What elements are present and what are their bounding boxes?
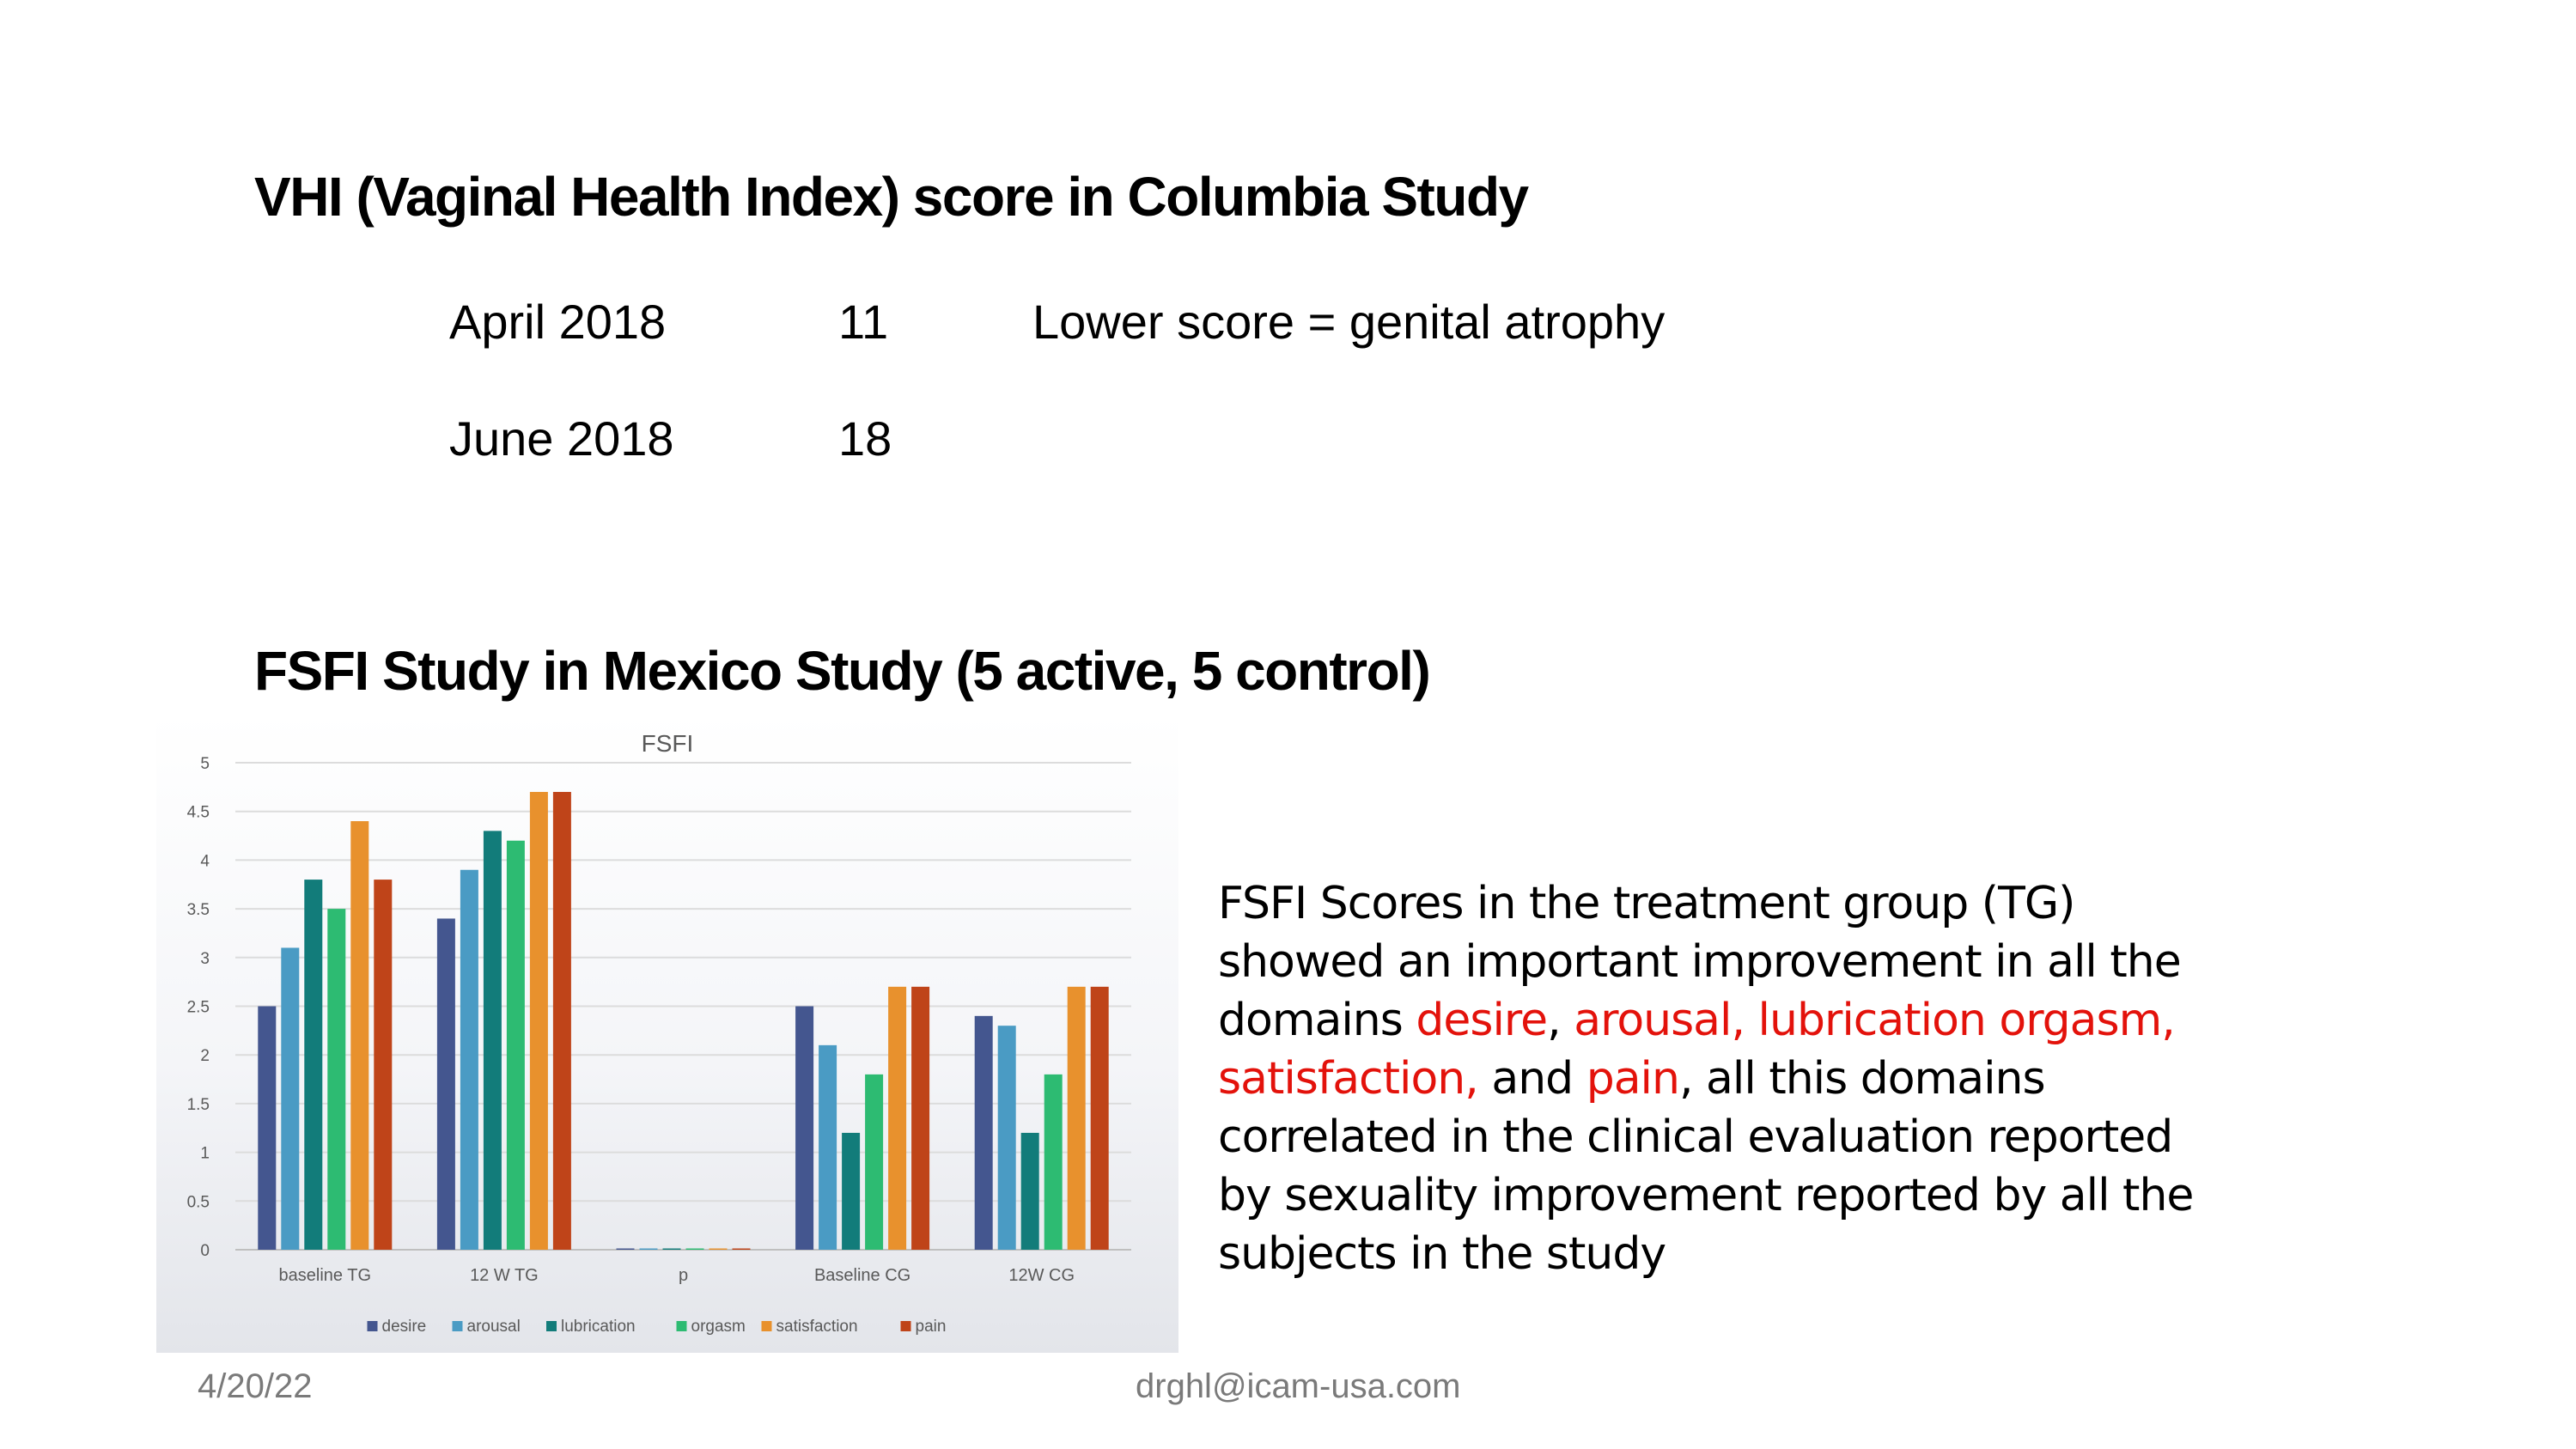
highlight-desire: desire (1416, 995, 1548, 1046)
bar-lubrication (304, 880, 323, 1250)
bar-desire (974, 1015, 993, 1250)
x-tick-label: p (679, 1266, 688, 1285)
legend-swatch-lubrication (546, 1321, 557, 1331)
bar-lubrication (483, 831, 502, 1250)
bar-desire (258, 1006, 277, 1250)
legend-label-lubrication: lubrication (561, 1318, 636, 1336)
y-tick-label: 5 (200, 755, 210, 773)
vhi-date-april: April 2018 (449, 295, 667, 349)
highlight-pain: pain (1586, 1053, 1680, 1105)
bar-desire (436, 918, 455, 1250)
vhi-score-april: 11 (838, 295, 889, 349)
legend-label-arousal: arousal (467, 1318, 521, 1336)
bar-lubrication (842, 1132, 861, 1250)
bar-arousal (639, 1248, 658, 1250)
x-tick-label: 12 W TG (470, 1266, 539, 1285)
bar-satisfaction (1067, 986, 1086, 1250)
legend-label-satisfaction: satisfaction (776, 1318, 858, 1336)
footer-date: 4/20/22 (198, 1367, 313, 1405)
bar-pain (732, 1248, 751, 1250)
description-text: , all this domains correlated in the cli… (1218, 1053, 2194, 1280)
bar-satisfaction (888, 986, 907, 1250)
description-text: , (1547, 995, 1574, 1046)
bar-orgasm (327, 909, 346, 1250)
bar-arousal (281, 947, 300, 1250)
x-tick-label: baseline TG (279, 1266, 371, 1285)
bar-pain (911, 986, 930, 1250)
y-tick-label: 2 (200, 1047, 210, 1065)
vhi-title: VHI (Vaginal Health Index) score in Colu… (254, 166, 1529, 228)
chart-title: FSFI (642, 730, 694, 757)
bar-arousal (819, 1044, 837, 1250)
y-tick-label: 1 (200, 1145, 210, 1163)
bar-pain (552, 792, 571, 1250)
fsfi-chart-svg: 0 0.5 1 1.5 2 2.5 3 3.5 4 4.5 5 baseline TG 12 W TG… (187, 730, 1131, 1336)
y-tick-label: 4 (200, 852, 210, 870)
bar-orgasm (1044, 1074, 1063, 1250)
fsfi-chart: 0 0.5 1 1.5 2 2.5 3 3.5 4 4.5 5 baseline TG 12 W TG… (156, 713, 1178, 1353)
vhi-note: Lower score = genital atrophy (1032, 295, 1666, 349)
legend-swatch-pain (900, 1321, 911, 1331)
bar-pain (374, 880, 393, 1250)
legend-label-orgasm: orgasm (691, 1318, 746, 1336)
legend-label-pain: pain (916, 1318, 947, 1336)
y-tick-label: 3 (200, 950, 210, 968)
bar-orgasm (865, 1074, 884, 1250)
y-tick-label: 2.5 (187, 999, 210, 1017)
bar-pain (1090, 986, 1109, 1250)
bar-orgasm (506, 840, 525, 1250)
x-tick-label: 12W CG (1008, 1266, 1075, 1285)
legend-swatch-satisfaction (761, 1321, 772, 1331)
bar-arousal (997, 1026, 1016, 1250)
bar-lubrication (1020, 1132, 1039, 1250)
bar-desire (795, 1006, 814, 1250)
y-tick-label: 3.5 (187, 901, 210, 919)
description-text: and (1477, 1053, 1586, 1105)
bar-satisfaction (529, 792, 548, 1250)
vhi-date-june: June 2018 (449, 411, 674, 466)
bar-satisfaction (709, 1248, 728, 1250)
vhi-score-june: 18 (838, 411, 892, 466)
y-tick-label: 1.5 (187, 1096, 210, 1114)
fsfi-title: FSFI Study in Mexico Study (5 active, 5 … (254, 640, 1431, 702)
fsfi-description: FSFI Scores in the treatment group (TG) … (1218, 874, 2223, 1283)
x-tick-label: Baseline CG (814, 1266, 910, 1285)
bar-desire (616, 1248, 635, 1250)
legend-swatch-desire (367, 1321, 378, 1331)
legend-swatch-arousal (452, 1321, 463, 1331)
footer-email: drghl@icam-usa.com (1136, 1367, 1461, 1405)
y-tick-label: 0 (200, 1242, 210, 1260)
legend-label-desire: desire (382, 1318, 427, 1336)
bar-lubrication (662, 1248, 681, 1250)
bar-satisfaction (350, 821, 369, 1250)
description-text: FSFI Scores in the treatment group (TG) … (1218, 878, 2182, 1046)
legend-swatch-orgasm (676, 1321, 687, 1331)
bar-arousal (460, 869, 478, 1250)
bar-orgasm (685, 1248, 704, 1250)
highlight-domains: arousal, lubrication orgasm, satisfactio… (1218, 995, 2176, 1105)
y-tick-label: 4.5 (187, 804, 210, 822)
y-tick-label: 0.5 (187, 1193, 210, 1211)
